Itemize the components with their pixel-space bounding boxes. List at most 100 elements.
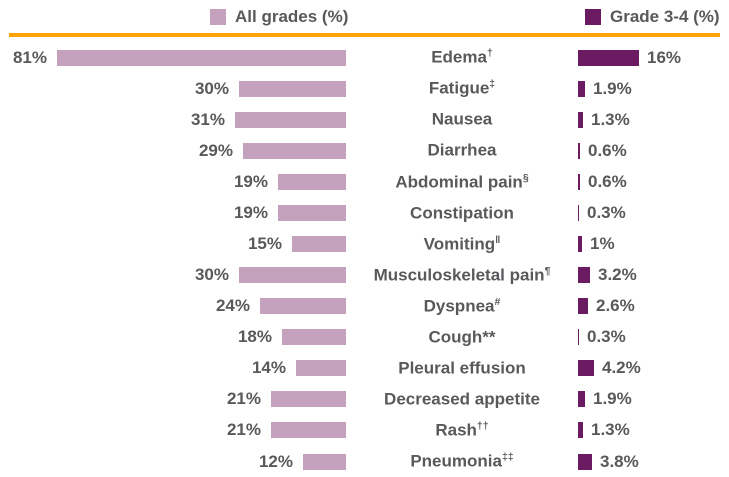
- category-label: Cough**: [346, 327, 578, 348]
- footnote-mark: ‡: [489, 78, 496, 91]
- grade-3-4-cell: 1.3%: [578, 110, 729, 130]
- footnote-mark: ‖: [495, 233, 501, 246]
- all-grades-bar: [282, 329, 346, 346]
- chart-row: 19% Constipation 0.3%: [0, 197, 729, 228]
- grade-3-4-value: 0.3%: [587, 327, 626, 347]
- grade-3-4-cell: 0.6%: [578, 172, 729, 192]
- legend-label-all-grades: All grades (%): [235, 7, 349, 26]
- chart-row: 12% Pneumonia‡‡ 3.8%: [0, 446, 729, 477]
- grade-3-4-value: 1%: [590, 234, 615, 253]
- all-grades-value: 14%: [251, 358, 286, 378]
- grade-3-4-bar: [578, 267, 590, 284]
- grade-3-4-cell: 1.3%: [578, 420, 729, 440]
- grade-3-4-value: 0.6%: [588, 171, 627, 191]
- all-grades-cell: 31%: [0, 110, 346, 130]
- chart-row: 15% Vomiting‖ 1%: [0, 228, 729, 259]
- grade-3-4-cell: 0.3%: [578, 327, 729, 347]
- category-label: Pneumonia‡‡: [346, 451, 578, 472]
- chart-row: 21% Rash†† 1.3%: [0, 415, 729, 446]
- grade-3-4-cell: 4.2%: [578, 358, 729, 378]
- grade-3-4-cell: 1.9%: [578, 389, 729, 409]
- category-label: Pleural effusion: [346, 358, 578, 379]
- footnote-mark: §: [522, 171, 529, 184]
- all-grades-bar: [235, 111, 346, 128]
- all-grades-bar: [271, 391, 346, 408]
- grade-3-4-value: 0.6%: [588, 140, 627, 160]
- grade-3-4-bar: [578, 329, 579, 346]
- category-label: Diarrhea: [346, 140, 578, 161]
- grade-3-4-value: 1.3%: [591, 420, 630, 440]
- all-grades-value: 24%: [215, 296, 250, 316]
- all-grades-value: 18%: [237, 327, 272, 347]
- grade-3-4-value: 0.3%: [587, 202, 626, 222]
- grade-3-4-bar: [578, 236, 582, 252]
- all-grades-swatch-icon: [210, 9, 226, 25]
- all-grades-cell: 18%: [0, 327, 346, 347]
- all-grades-value: 12%: [258, 451, 293, 471]
- all-grades-cell: 12%: [0, 452, 346, 472]
- all-grades-value: 21%: [226, 389, 261, 409]
- all-grades-cell: 81%: [0, 48, 346, 68]
- grade-3-4-bar: [578, 80, 585, 97]
- chart-row: 21% Decreased appetite 1.9%: [0, 384, 729, 415]
- chart-row: 31% Nausea 1.3%: [0, 104, 729, 135]
- all-grades-value: 19%: [233, 171, 268, 191]
- all-grades-bar: [278, 204, 346, 221]
- all-grades-bar: [278, 173, 346, 190]
- chart-rows: 81% Edema† 16% 30% Fatigue‡ 1.9% 31% Nau…: [0, 37, 729, 477]
- grade-3-4-bar: [578, 173, 580, 190]
- grade-3-4-value: 1.9%: [593, 389, 632, 409]
- category-name: Nausea: [431, 110, 493, 130]
- all-grades-cell: 30%: [0, 265, 346, 285]
- all-grades-value: 81%: [12, 47, 47, 67]
- category-label: Edema†: [346, 47, 578, 68]
- grade-3-4-cell: 3.8%: [578, 452, 729, 472]
- all-grades-cell: 19%: [0, 203, 346, 223]
- chart-row: 24% Dyspnea# 2.6%: [0, 291, 729, 322]
- all-grades-bar: [271, 422, 346, 439]
- all-grades-value: 21%: [226, 420, 261, 440]
- category-name: Cough**: [428, 327, 496, 347]
- grade-3-4-bar: [578, 453, 592, 470]
- category-name: Rash: [435, 420, 477, 440]
- legend-label-grade-3-4: Grade 3-4 (%): [610, 7, 720, 26]
- grade-3-4-bar: [578, 298, 588, 315]
- all-grades-cell: 14%: [0, 358, 346, 378]
- grade-3-4-value: 16%: [647, 47, 682, 67]
- grade-3-4-cell: 0.3%: [578, 203, 729, 223]
- category-name: Constipation: [410, 203, 514, 223]
- category-label: Musculoskeletal pain¶: [346, 265, 578, 286]
- category-label: Abdominal pain§: [346, 172, 578, 193]
- all-grades-bar: [296, 360, 346, 377]
- grade-3-4-bar: [578, 422, 583, 439]
- chart-row: 29% Diarrhea 0.6%: [0, 135, 729, 166]
- all-grades-value: 30%: [194, 265, 229, 285]
- category-name: Diarrhea: [427, 141, 497, 161]
- grade-3-4-bar: [578, 49, 639, 66]
- all-grades-cell: 24%: [0, 296, 346, 316]
- grade-3-4-value: 2.6%: [596, 296, 635, 316]
- all-grades-value: 31%: [190, 109, 225, 129]
- grade-3-4-value: 3.8%: [600, 451, 639, 471]
- grade-3-4-cell: 1%: [578, 234, 729, 254]
- grade-3-4-value: 1.3%: [591, 109, 630, 129]
- legend-item-all-grades: All grades (%): [210, 7, 348, 27]
- all-grades-bar: [239, 267, 346, 284]
- category-label: Rash††: [346, 420, 578, 441]
- grade-3-4-cell: 2.6%: [578, 296, 729, 316]
- category-label: Constipation: [346, 203, 578, 224]
- all-grades-bar: [239, 80, 346, 97]
- all-grades-value: 15%: [247, 234, 282, 253]
- chart-row: 30% Fatigue‡ 1.9%: [0, 73, 729, 104]
- grade-3-4-bar: [578, 391, 585, 408]
- grade-3-4-cell: 16%: [578, 48, 729, 68]
- all-grades-bar: [303, 453, 346, 470]
- all-grades-value: 19%: [233, 202, 268, 222]
- category-name: Decreased appetite: [384, 389, 540, 409]
- category-label: Vomiting‖: [346, 234, 578, 255]
- grade-3-4-value: 3.2%: [598, 265, 637, 285]
- category-name: Pneumonia: [410, 451, 502, 471]
- grade-3-4-bar: [578, 204, 579, 221]
- all-grades-cell: 29%: [0, 141, 346, 161]
